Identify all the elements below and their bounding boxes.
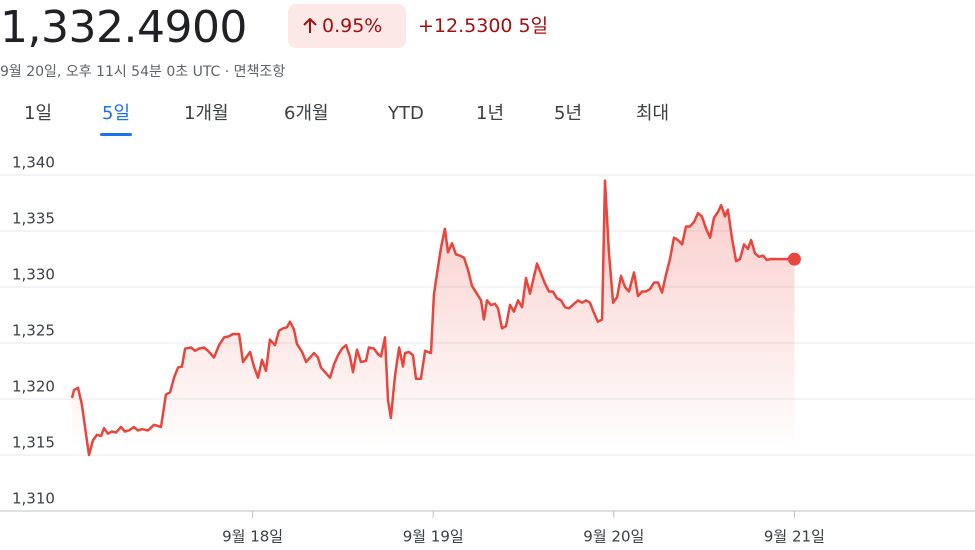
y-tick-label: 1,310 [12, 490, 55, 508]
change-percent: 0.95% [322, 15, 383, 37]
y-tick-label: 1,330 [12, 266, 55, 284]
range-tab[interactable]: 6개월 [284, 103, 329, 124]
y-tick-label: 1,335 [12, 210, 55, 228]
y-tick-label: 1,325 [12, 322, 55, 340]
x-tick-label: 9월 19일 [403, 528, 464, 546]
range-tab[interactable]: 1개월 [184, 103, 229, 124]
range-tab[interactable]: YTD [388, 103, 424, 124]
change-period: 5일 [518, 15, 549, 37]
y-tick-label: 1,340 [12, 154, 55, 172]
range-tab[interactable]: 1년 [476, 103, 505, 124]
chart: 1,310 1,315 1,320 1,325 1,330 1,335 1,340 9월 18… [0, 154, 975, 546]
range-tab[interactable]: 5일 [99, 96, 133, 136]
x-tick-label: 9월 21일 [764, 528, 825, 546]
x-tick-label: 9월 18일 [222, 528, 283, 546]
y-tick-label: 1,320 [12, 378, 55, 396]
timestamp: 9월 20일, 오후 11시 54분 0초 UTC · 면책조항 [0, 64, 286, 80]
change-pill: 0.95% [288, 4, 406, 48]
range-tab[interactable]: 최대 [636, 103, 670, 124]
price-line [70, 179, 795, 457]
last-point [787, 252, 801, 266]
price: 1,332.4900 [0, 2, 247, 53]
y-tick-label: 1,315 [12, 434, 55, 452]
change-absolute: +12.5300 [418, 15, 513, 37]
up-arrow [303, 18, 317, 33]
range-tab[interactable]: 1일 [24, 103, 53, 124]
range-tab[interactable]: 5년 [554, 103, 583, 124]
x-tick-label: 9월 20일 [583, 528, 644, 546]
change-absolute-row: +12.5300 5일 [418, 4, 548, 48]
